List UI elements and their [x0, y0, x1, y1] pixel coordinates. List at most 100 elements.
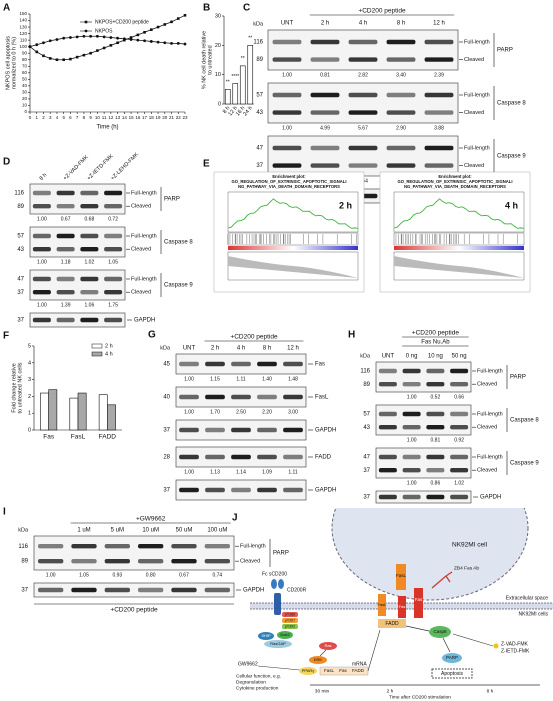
- y-tick-label: 20: [22, 96, 28, 101]
- marker: [109, 44, 113, 47]
- band: [179, 487, 199, 493]
- legend-marker: [84, 20, 88, 24]
- band: [205, 394, 225, 400]
- bar: [232, 83, 239, 105]
- band: [386, 92, 416, 98]
- band-label: Cleaved: [477, 382, 497, 388]
- legend-marker: [84, 29, 88, 33]
- label: F: [3, 331, 9, 342]
- x-tick-label: 6: [69, 115, 72, 120]
- band: [138, 558, 164, 564]
- quantification: 1.02: [85, 259, 95, 265]
- quantification: 1.18: [61, 259, 71, 265]
- band: [32, 247, 51, 252]
- x-tick-label: 4: [56, 115, 59, 120]
- quantification: 1.40: [262, 376, 272, 382]
- kda-label: 89: [256, 57, 263, 63]
- x-tick-label: 3: [49, 115, 52, 120]
- y-tick-label: 90: [22, 50, 28, 55]
- dok2: [277, 631, 293, 639]
- band: [257, 427, 277, 433]
- series-line: [29, 35, 186, 48]
- label: NK92MI cells: [519, 611, 549, 617]
- marker: [75, 35, 79, 39]
- quantification: 4.99: [320, 125, 330, 131]
- x-tick-label: 21: [169, 115, 175, 120]
- bar: [40, 392, 49, 431]
- x-tick-label: 11: [102, 115, 107, 120]
- band: [138, 587, 164, 593]
- protein-label: GAPDH: [134, 318, 155, 324]
- kda-label: 47: [363, 455, 370, 461]
- x-tick-label: 14: [122, 115, 128, 120]
- band-label: Full-length: [240, 544, 266, 550]
- kda-label: 47: [256, 146, 263, 152]
- marker: [102, 35, 106, 39]
- marker: [75, 55, 79, 59]
- y-tick-label: 100: [19, 44, 27, 49]
- band: [104, 317, 123, 323]
- quantification: 0.93: [112, 572, 122, 578]
- axis-title: to untreated: [207, 45, 213, 74]
- quantification: 0.81: [320, 72, 330, 78]
- y-tick-label: 5: [28, 343, 31, 349]
- protein-label: Caspase 8: [510, 418, 539, 424]
- protein-label: PARP: [497, 48, 513, 54]
- plot-title: Enrichment plot:: [272, 174, 305, 179]
- marker: [129, 38, 133, 41]
- axis-title: % NK cell death relative: [201, 31, 207, 89]
- marker: [35, 50, 39, 54]
- band-label: Full-length: [477, 454, 503, 460]
- band: [80, 317, 99, 323]
- inhibitor: [493, 643, 499, 649]
- band: [104, 544, 130, 549]
- blot-frame: [33, 582, 235, 598]
- band: [257, 487, 277, 493]
- band: [378, 411, 397, 417]
- label: CD200R: [287, 587, 307, 593]
- blot-frame: [375, 447, 472, 479]
- y-tick-label: 70: [22, 63, 28, 68]
- plot-title: NG_PATHWAY_VIA_DEATH_DOMAIN_RECEPTORS: [404, 184, 506, 189]
- quantification: 1.00: [407, 480, 417, 486]
- band: [424, 57, 454, 62]
- y-tick-label: 20: [215, 43, 221, 49]
- band: [450, 382, 469, 387]
- lane-label: 4 h: [237, 346, 245, 352]
- band: [104, 276, 123, 282]
- band: [257, 394, 277, 400]
- blot-frame: [29, 226, 126, 258]
- band: [32, 290, 51, 295]
- label: Time after CD200 stimulation: [389, 694, 451, 700]
- quantification: 2.20: [262, 409, 272, 415]
- band-label: Cleaved: [131, 247, 151, 253]
- kda-label: 45: [163, 362, 170, 368]
- band: [402, 411, 421, 417]
- legend-label: NKPOS+CD200 peptide: [95, 19, 149, 25]
- blot-frame: [375, 490, 472, 504]
- lane-label: 8 h: [263, 346, 271, 352]
- y-tick-label: 0: [24, 109, 27, 114]
- y-tick-label: 10: [22, 103, 28, 108]
- label: pY267: [285, 618, 295, 622]
- y-tick-label: 30: [22, 90, 28, 95]
- quantification: 0.67: [61, 216, 71, 222]
- y-tick-label: 4: [28, 360, 31, 366]
- band: [450, 468, 469, 473]
- marker: [62, 58, 65, 62]
- kda-label: 57: [17, 234, 24, 240]
- label: 8 h: [487, 688, 494, 694]
- band: [80, 276, 99, 282]
- band: [450, 368, 469, 374]
- band: [283, 487, 303, 493]
- marker: [143, 39, 146, 43]
- band: [426, 494, 445, 500]
- band: [424, 145, 454, 151]
- protein-label: Caspase 9: [164, 283, 193, 289]
- quantification: 0.92: [454, 437, 464, 443]
- kda-label: 43: [17, 247, 24, 253]
- band-label: Full-length: [131, 233, 157, 239]
- label: G: [148, 330, 156, 341]
- lane-label: UNT: [183, 346, 196, 352]
- quantification: 1.00: [407, 394, 417, 400]
